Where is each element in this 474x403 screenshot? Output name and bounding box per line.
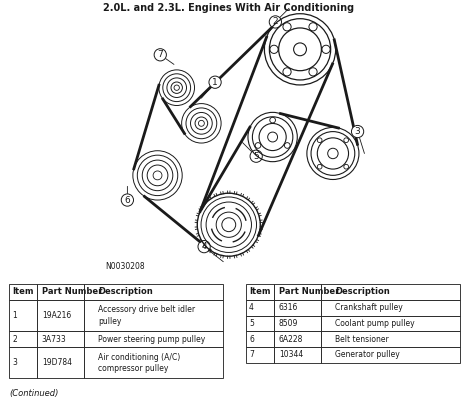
Bar [321, 300, 460, 316]
Bar [274, 316, 321, 331]
Text: (Continued): (Continued) [9, 389, 59, 398]
Text: Part Number: Part Number [279, 287, 339, 297]
Bar [9, 331, 37, 347]
Text: 5: 5 [243, 143, 259, 161]
Text: Accessory drive belt idler
pulley: Accessory drive belt idler pulley [98, 305, 195, 326]
Text: 4: 4 [201, 242, 223, 262]
Bar [274, 284, 321, 300]
Bar [37, 284, 84, 300]
Text: 3: 3 [355, 127, 365, 154]
Bar [9, 347, 37, 378]
Text: 2.0L. and 2.3L. Engines With Air Conditioning: 2.0L. and 2.3L. Engines With Air Conditi… [103, 3, 354, 13]
Text: 10344: 10344 [279, 350, 303, 359]
Bar [274, 300, 321, 316]
Text: Coolant pump pulley: Coolant pump pulley [335, 319, 415, 328]
Text: 6316: 6316 [279, 303, 298, 312]
Text: 8509: 8509 [279, 319, 298, 328]
Text: 7: 7 [249, 350, 254, 359]
Bar [246, 284, 274, 300]
Text: 19A216: 19A216 [42, 311, 71, 320]
Bar [321, 316, 460, 331]
Text: 2: 2 [12, 334, 17, 344]
Text: 4: 4 [249, 303, 254, 312]
Bar [9, 284, 37, 300]
Text: 1: 1 [12, 311, 17, 320]
Bar [9, 300, 37, 331]
Text: 3A733: 3A733 [42, 334, 67, 344]
Bar [84, 284, 223, 300]
Text: Part Number: Part Number [42, 287, 102, 297]
Text: 2: 2 [273, 8, 289, 27]
Bar [246, 316, 274, 331]
Text: 7: 7 [157, 50, 174, 64]
Text: 6A228: 6A228 [279, 334, 303, 344]
Text: 1: 1 [201, 78, 218, 98]
Text: Item: Item [12, 287, 34, 297]
Bar [321, 347, 460, 363]
Text: Crankshaft pulley: Crankshaft pulley [335, 303, 403, 312]
Text: 3: 3 [12, 358, 17, 367]
Text: Description: Description [335, 287, 390, 297]
Bar [274, 347, 321, 363]
Bar [84, 347, 223, 378]
Text: 19D784: 19D784 [42, 358, 72, 367]
Bar [37, 331, 84, 347]
Bar [37, 300, 84, 331]
Bar [84, 331, 223, 347]
Text: 6: 6 [125, 186, 130, 205]
Text: Belt tensioner: Belt tensioner [335, 334, 389, 344]
Text: Air conditioning (A/C)
compressor pulley: Air conditioning (A/C) compressor pulley [98, 353, 180, 373]
Text: Power steering pump pulley: Power steering pump pulley [98, 334, 205, 344]
Bar [246, 331, 274, 347]
Text: Item: Item [249, 287, 271, 297]
Text: 6: 6 [249, 334, 254, 344]
Text: 5: 5 [249, 319, 254, 328]
Text: Generator pulley: Generator pulley [335, 350, 400, 359]
Bar [246, 347, 274, 363]
Text: N0030208: N0030208 [105, 262, 145, 271]
Bar [321, 331, 460, 347]
Bar [321, 284, 460, 300]
Text: Description: Description [98, 287, 153, 297]
Bar [37, 347, 84, 378]
Bar [84, 300, 223, 331]
Bar [274, 331, 321, 347]
Bar [246, 300, 274, 316]
